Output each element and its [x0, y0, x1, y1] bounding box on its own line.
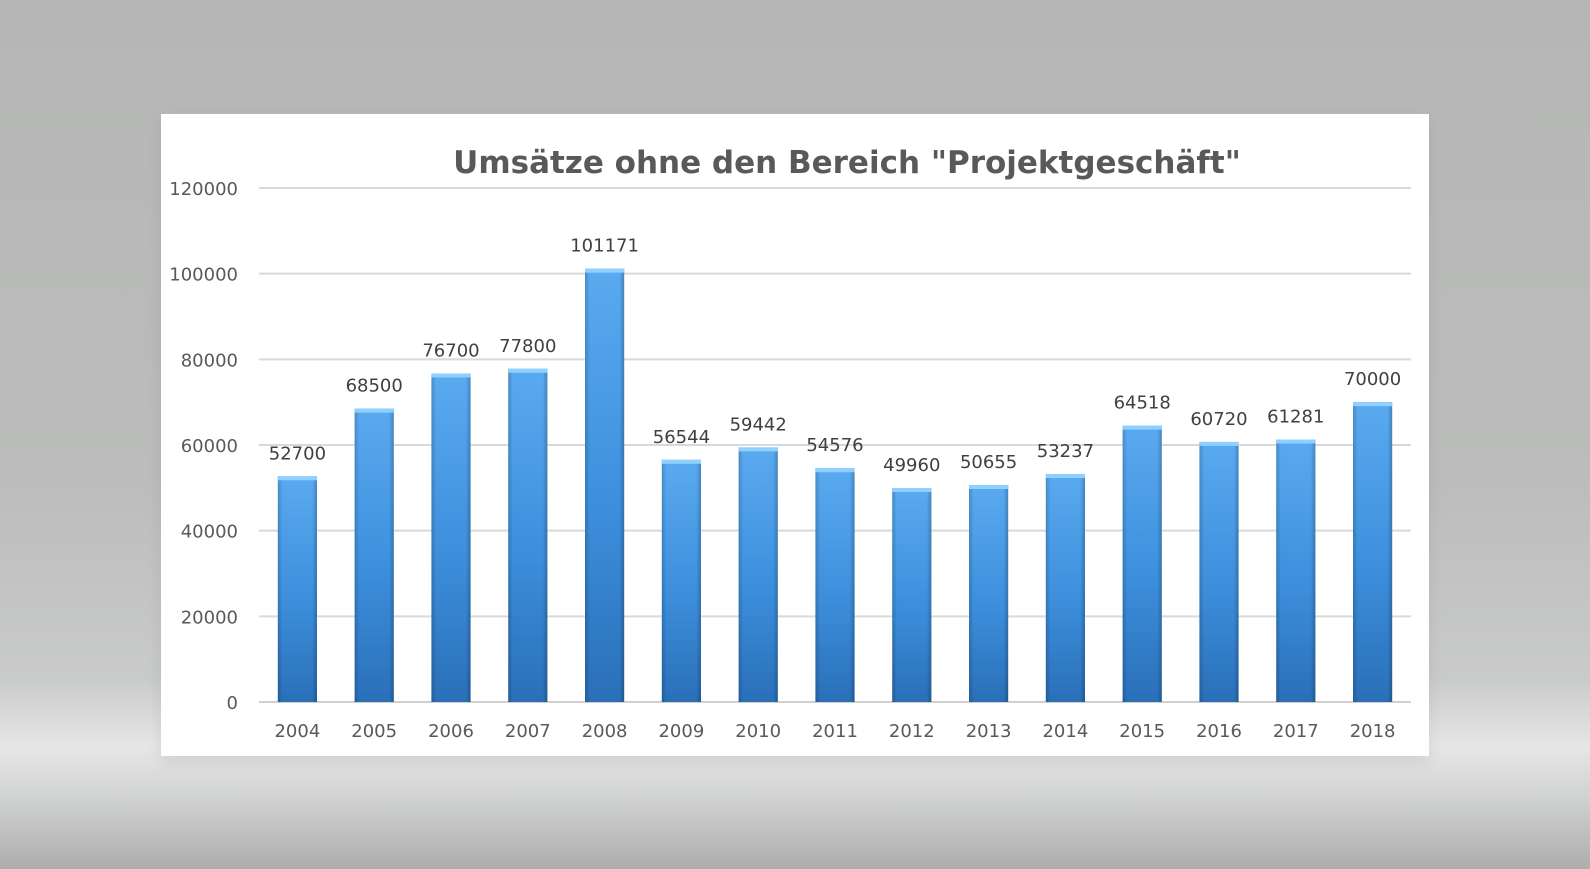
bar-shading — [969, 485, 1009, 702]
x-tick-label: 2004 — [274, 721, 320, 742]
bar-shading — [1199, 441, 1239, 702]
chart-card: Umsätze ohne den Bereich "Projektgeschäf… — [161, 114, 1429, 756]
bar-2010 — [738, 447, 778, 702]
bar-2009 — [661, 459, 701, 702]
data-label: 61281 — [1267, 407, 1324, 428]
bar-2011 — [815, 468, 855, 702]
bar-cap — [661, 459, 701, 464]
data-label: 54576 — [806, 435, 863, 456]
data-label: 101171 — [570, 236, 639, 257]
bar-chart: Umsätze ohne den Bereich "Projektgeschäf… — [169, 145, 1411, 742]
data-labels: 52700 68500 76700 77800 101171 56544 59442 5457… — [269, 236, 1401, 476]
bar-2018 — [1353, 402, 1393, 702]
x-tick-label: 2016 — [1196, 721, 1242, 742]
x-tick-label: 2005 — [351, 721, 397, 742]
x-axis: 2004 2005 2006 2007 2008 2009 2010 2011 2012 2013… — [274, 721, 1395, 742]
x-tick-label: 2018 — [1350, 721, 1396, 742]
bar-shading — [354, 408, 394, 702]
bar-cap — [1045, 473, 1085, 478]
x-tick-label: 2017 — [1273, 721, 1319, 742]
data-label: 49960 — [883, 455, 940, 476]
bar-cap — [508, 368, 548, 373]
bar-cap — [277, 476, 317, 481]
y-tick-label: 20000 — [181, 607, 238, 628]
x-tick-label: 2009 — [658, 721, 704, 742]
bar-2015 — [1122, 425, 1162, 702]
bar-shading — [277, 476, 317, 702]
bar-shading — [1353, 402, 1393, 702]
bar-cap — [892, 488, 932, 493]
bar-cap — [1122, 425, 1162, 430]
bar-cap — [354, 408, 394, 413]
bar-cap — [815, 468, 855, 473]
chart-title: Umsätze ohne den Bereich "Projektgeschäf… — [453, 145, 1241, 181]
data-label: 68500 — [346, 376, 403, 397]
bar-2014 — [1045, 473, 1085, 702]
data-label: 59442 — [730, 414, 787, 435]
bar-2013 — [969, 485, 1009, 702]
bar-shading — [508, 368, 548, 702]
bar-2005 — [354, 408, 394, 702]
bar-2007 — [508, 368, 548, 702]
x-tick-label: 2011 — [812, 721, 858, 742]
bar-cap — [1199, 441, 1239, 446]
data-label: 53237 — [1037, 441, 1094, 462]
x-tick-label: 2015 — [1119, 721, 1165, 742]
bar-shading — [1122, 425, 1162, 702]
x-tick-label: 2013 — [966, 721, 1012, 742]
y-tick-label: 40000 — [181, 522, 238, 543]
y-tick-label: 60000 — [181, 436, 238, 457]
data-label: 76700 — [422, 340, 479, 361]
bar-shading — [431, 373, 471, 702]
data-label: 50655 — [960, 452, 1017, 473]
bar-shading — [585, 268, 625, 702]
bar-2004 — [277, 476, 317, 702]
y-tick-label: 120000 — [169, 179, 238, 200]
bar-cap — [585, 268, 625, 273]
x-tick-label: 2012 — [889, 721, 935, 742]
y-axis: 0 20000 40000 60000 80000 100000 120000 — [169, 179, 238, 714]
bar-shading — [815, 468, 855, 702]
data-label: 52700 — [269, 443, 326, 464]
bar-shading — [1045, 473, 1085, 702]
data-label: 56544 — [653, 427, 710, 448]
bar-shading — [738, 447, 778, 702]
x-tick-label: 2010 — [735, 721, 781, 742]
bars — [277, 268, 1393, 702]
x-tick-label: 2007 — [505, 721, 551, 742]
bar-shading — [1276, 439, 1316, 702]
x-tick-label: 2006 — [428, 721, 474, 742]
bar-cap — [738, 447, 778, 452]
bar-cap — [431, 373, 471, 378]
bar-2017 — [1276, 439, 1316, 702]
y-tick-label: 100000 — [169, 265, 238, 286]
y-tick-label: 0 — [227, 693, 238, 714]
x-tick-label: 2014 — [1042, 721, 1088, 742]
bar-cap — [1353, 402, 1393, 407]
bar-cap — [969, 485, 1009, 490]
bar-2012 — [892, 488, 932, 702]
bar-2016 — [1199, 441, 1239, 702]
bar-2008 — [585, 268, 625, 702]
bar-shading — [892, 488, 932, 702]
data-label: 60720 — [1190, 409, 1247, 430]
data-label: 70000 — [1344, 369, 1401, 390]
x-tick-label: 2008 — [582, 721, 628, 742]
bar-2006 — [431, 373, 471, 702]
data-label: 77800 — [499, 336, 556, 357]
data-label: 64518 — [1114, 393, 1171, 414]
bar-shading — [661, 459, 701, 702]
y-tick-label: 80000 — [181, 350, 238, 371]
bar-cap — [1276, 439, 1316, 444]
